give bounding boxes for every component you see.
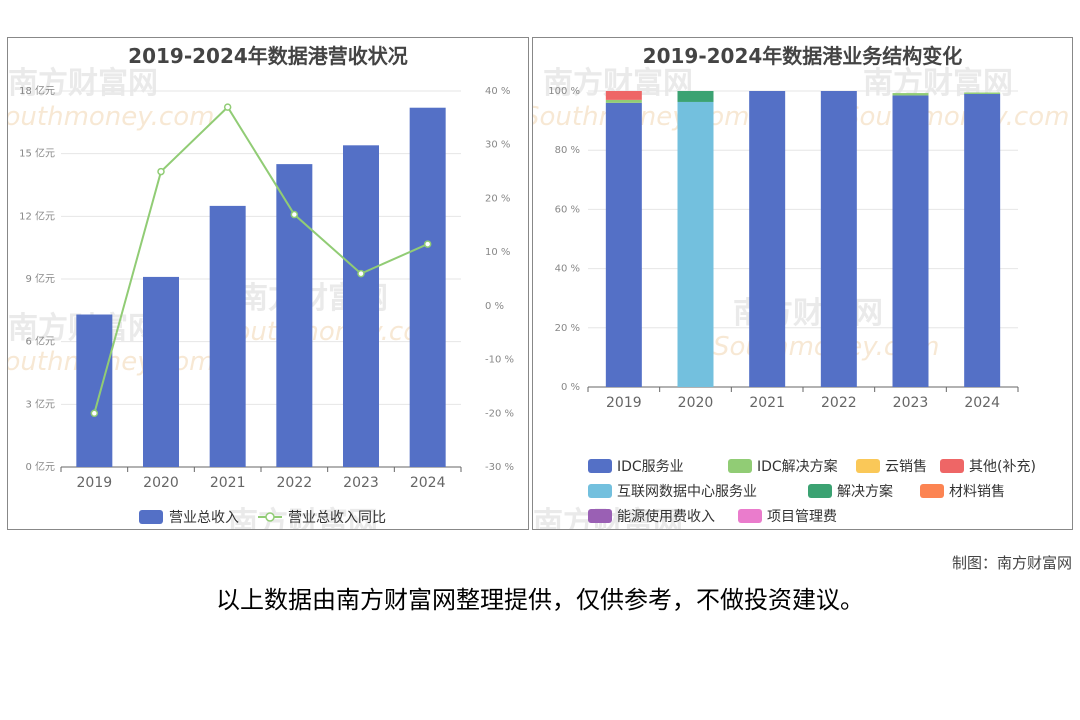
watermark-cn: 南方财富网 <box>228 506 378 530</box>
legend-label: 能源使用费收入 <box>617 508 715 525</box>
legend-label: 材料销售 <box>949 484 1005 500</box>
legend-swatch <box>808 484 832 498</box>
legend-swatch <box>588 484 612 498</box>
y-right-tick-label: 40 % <box>485 86 510 97</box>
yoy-growth-point <box>357 269 365 278</box>
watermark-en: Southmoney.com <box>843 102 1069 132</box>
x-category-label: 2022 <box>821 395 857 411</box>
revenue-chart-title: 2019-2024年数据港营收状况 <box>128 44 408 68</box>
legend-label: 项目管理费 <box>767 509 837 525</box>
legend-label: IDC解决方案 <box>757 458 838 475</box>
chart-credit: 制图：南方财富网 <box>951 554 1072 572</box>
revenue-bar <box>409 107 446 467</box>
legend-swatch <box>738 509 762 523</box>
legend-label: 解决方案 <box>837 483 893 500</box>
y-right-tick-label: -20 % <box>485 408 514 419</box>
stacked-bar-segment <box>892 95 929 387</box>
stacked-bar-segment <box>892 93 929 96</box>
revenue-bar <box>276 164 313 467</box>
y-right-tick-label: 30 % <box>485 140 510 151</box>
revenue-bar <box>143 276 179 467</box>
y-left-tick-label: 3 亿元 <box>25 397 55 410</box>
y-right-tick-label: 20 % <box>485 193 510 204</box>
x-category-label: 2022 <box>277 475 313 491</box>
revenue-bar <box>76 314 113 467</box>
y-tick-label: 20 % <box>555 323 580 334</box>
yoy-growth-line <box>93 105 429 414</box>
stacked-bar-segment <box>820 91 857 387</box>
x-category-label: 2021 <box>749 395 785 411</box>
x-category-label: 2020 <box>678 395 714 411</box>
yoy-growth-point <box>223 103 232 111</box>
x-category-label: 2024 <box>410 475 446 491</box>
stacked-bar-segment <box>605 99 642 103</box>
y-right-tick-label: -30 % <box>485 462 514 473</box>
yoy-growth-point <box>423 240 432 248</box>
y-right-tick-label: 10 % <box>485 247 510 258</box>
x-category-label: 2020 <box>143 475 179 491</box>
watermark-cn: 南方财富网 <box>8 66 158 101</box>
legend-swatch <box>728 459 752 473</box>
revenue-bar <box>209 205 246 467</box>
stacked-bar-segment <box>605 91 642 100</box>
yoy-growth-point <box>90 409 99 418</box>
y-left-tick-label: 6 亿元 <box>25 335 55 348</box>
x-category-label: 2023 <box>343 475 379 491</box>
legend-label-yoy: 营业总收入同比 <box>288 510 386 526</box>
legend-label-revenue: 营业总收入 <box>169 510 239 526</box>
y-right-tick-label: 0 % <box>485 301 504 312</box>
legend-swatch <box>940 459 964 473</box>
watermark-en: Southmoney.com <box>8 102 214 132</box>
legend-label: 互联网数据中心服务业 <box>617 484 757 500</box>
legend-label: 云销售 <box>885 459 927 475</box>
y-tick-label: 0 % <box>561 382 580 393</box>
stacked-bar-segment <box>964 93 1001 388</box>
y-tick-label: 100 % <box>548 86 580 97</box>
legend-swatch-yoy-marker <box>265 512 275 522</box>
legend-label: IDC服务业 <box>617 459 684 475</box>
disclaimer-text: 以上数据由南方财富网整理提供，仅供参考，不做投资建议。 <box>216 586 864 614</box>
y-left-tick-label: 0 亿元 <box>25 460 55 473</box>
revenue-chart-panel: 2019-2024年数据港营收状况 南方财富网 Southmoney.com 南方财… <box>7 37 529 530</box>
x-category-label: 2019 <box>77 475 113 491</box>
y-left-tick-label: 18 亿元 <box>19 84 55 97</box>
y-left-tick-label: 12 亿元 <box>19 209 55 222</box>
legend-swatch <box>588 459 612 473</box>
x-category-label: 2021 <box>210 475 246 491</box>
y-tick-label: 40 % <box>555 264 580 275</box>
y-tick-label: 60 % <box>555 204 580 215</box>
structure-chart-panel: 2019-2024年数据港业务结构变化 南方财富网Southmoney.com南… <box>532 37 1073 530</box>
legend-swatch <box>856 459 880 473</box>
yoy-growth-point <box>290 210 299 219</box>
revenue-bar <box>343 145 379 468</box>
x-category-label: 2024 <box>964 395 1000 411</box>
structure-chart-svg: 南方财富网Southmoney.com南方财富网Southmoney.com南方… <box>533 66 1069 529</box>
stacked-bar-segment <box>749 91 786 387</box>
structure-chart-title: 2019-2024年数据港业务结构变化 <box>642 44 963 68</box>
x-category-label: 2019 <box>606 395 642 411</box>
y-right-tick-label: -10 % <box>485 355 514 366</box>
stacked-bar-segment <box>677 91 714 102</box>
y-tick-label: 80 % <box>555 145 580 156</box>
legend-swatch <box>588 509 612 523</box>
y-left-tick-label: 9 亿元 <box>25 272 55 285</box>
y-left-tick-label: 15 亿元 <box>19 147 55 160</box>
stacked-bar-segment <box>677 101 714 387</box>
legend-label: 其他(补充) <box>969 459 1036 475</box>
revenue-chart-svg: 南方财富网Southmoney.com南方财富网Southmoney.com南方… <box>8 66 514 530</box>
stacked-bar-segment <box>964 92 1001 94</box>
legend-swatch <box>920 484 944 498</box>
yoy-growth-point <box>157 167 165 176</box>
stacked-bar-segment <box>605 102 642 387</box>
x-category-label: 2023 <box>893 395 929 411</box>
legend-swatch-revenue <box>139 510 163 524</box>
